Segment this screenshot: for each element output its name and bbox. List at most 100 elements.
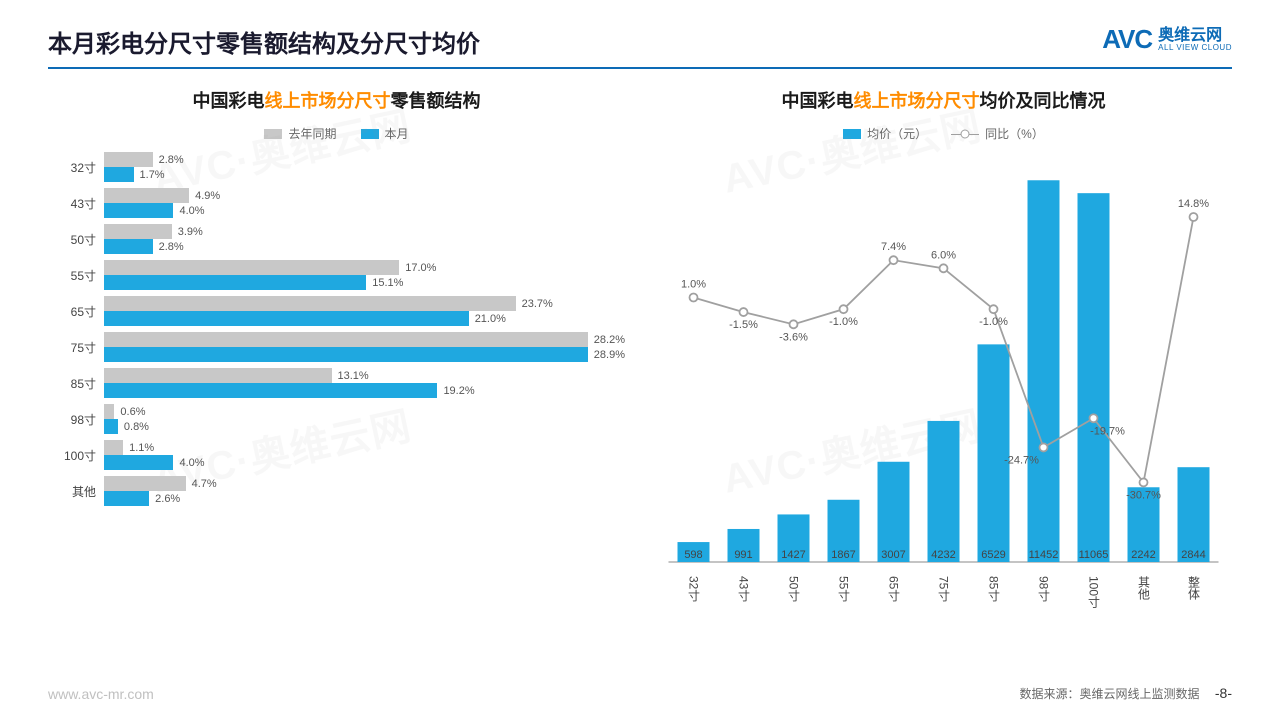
- logo: AVC 奥维云网 ALL VIEW CLOUD: [1102, 24, 1232, 55]
- swatch-gray: [264, 129, 282, 139]
- title-post: 均价及同比情况: [980, 91, 1106, 111]
- category-label: 50寸: [787, 576, 801, 601]
- hbar-bars: 2.8% 1.7%: [104, 152, 625, 182]
- legend-price: 均价（元）: [843, 125, 927, 142]
- hbar-category: 32寸: [48, 152, 104, 182]
- hbar-fill-gray: [104, 296, 516, 311]
- hbar-this-month: 21.0%: [104, 311, 625, 326]
- combo-chart: 59832寸99143寸142750寸186755寸300765寸423275寸…: [655, 152, 1232, 622]
- hbar-category: 85寸: [48, 368, 104, 398]
- hbar-fill-blue: [104, 455, 173, 470]
- yoy-marker: [690, 294, 698, 302]
- legend-last-year: 去年同期: [264, 125, 336, 142]
- category-label: 85寸: [987, 576, 1001, 601]
- price-value: 1867: [831, 549, 855, 561]
- yoy-marker: [740, 308, 748, 316]
- yoy-marker: [1140, 478, 1148, 486]
- price-value: 3007: [881, 549, 905, 561]
- yoy-value: -19.7%: [1090, 425, 1125, 437]
- hbar-this-month: 2.8%: [104, 239, 625, 254]
- hbar-value: 19.2%: [443, 385, 474, 397]
- hbar-bars: 0.6%0.8%: [104, 404, 625, 434]
- hbar-row: 65寸 23.7% 21.0%: [48, 296, 625, 326]
- legend-this-month: 本月: [361, 125, 409, 142]
- legend-yoy: 同比（%）: [951, 125, 1044, 142]
- hbar-value: 4.9%: [195, 190, 220, 202]
- hbar-last-year: 2.8%: [104, 152, 625, 167]
- price-value: 1427: [781, 549, 805, 561]
- hbar-this-month: 4.0%: [104, 203, 625, 218]
- hbar-this-month: 28.9%: [104, 347, 625, 362]
- hbar-fill-gray: [104, 404, 114, 419]
- swatch-line: [951, 128, 979, 140]
- hbar-last-year: 17.0%: [104, 260, 625, 275]
- legend-b-label: 本月: [385, 125, 409, 142]
- price-bar: [1078, 193, 1110, 562]
- price-bar: [878, 462, 910, 562]
- source-label: 数据来源：奥维云网线上监测数据: [1020, 687, 1200, 701]
- yoy-value: -3.6%: [779, 331, 808, 343]
- right-chart-title: 中国彩电线上市场分尺寸均价及同比情况: [655, 87, 1232, 113]
- hbar-last-year: 3.9%: [104, 224, 625, 239]
- hbar-row: 75寸28.2%28.9%: [48, 332, 625, 362]
- hbar-bars: 28.2%28.9%: [104, 332, 625, 362]
- hbar-last-year: 4.9%: [104, 188, 625, 203]
- hbar-bars: 4.9%4.0%: [104, 188, 625, 218]
- hbar-fill-blue: [104, 275, 366, 290]
- hbar-chart-body: 32寸2.8%1.7%43寸4.9%4.0%50寸3.9%2.8%55寸17.0…: [48, 152, 625, 506]
- title-hl: 线上市场分尺寸: [854, 91, 980, 111]
- category-label: 65寸: [887, 576, 901, 601]
- hbar-fill-blue: [104, 203, 173, 218]
- yoy-value: 7.4%: [881, 241, 906, 253]
- yoy-value: 1.0%: [681, 279, 706, 291]
- hbar-value: 21.0%: [475, 313, 506, 325]
- hbar-last-year: 1.1%: [104, 440, 625, 455]
- hbar-category: 65寸: [48, 296, 104, 326]
- price-value: 6529: [981, 549, 1005, 561]
- footer-source: 数据来源：奥维云网线上监测数据 -8-: [1020, 685, 1232, 702]
- hbar-category: 43寸: [48, 188, 104, 218]
- price-value: 2242: [1131, 549, 1155, 561]
- yoy-value: -24.7%: [1004, 454, 1039, 466]
- hbar-this-month: 4.0%: [104, 455, 625, 470]
- yoy-marker: [990, 305, 998, 313]
- hbar-fill-blue: [104, 167, 134, 182]
- title-pre: 中国彩电: [782, 91, 854, 111]
- hbar-value: 4.7%: [192, 478, 217, 490]
- category-label: 43寸: [737, 576, 751, 601]
- price-value: 2844: [1181, 549, 1205, 561]
- hbar-fill-blue: [104, 383, 437, 398]
- hbar-fill-blue: [104, 311, 469, 326]
- hbar-row: 其他4.7%2.6%: [48, 476, 625, 506]
- yoy-value: -1.0%: [829, 316, 858, 328]
- category-label: 98寸: [1037, 576, 1051, 601]
- yoy-value: 6.0%: [931, 249, 956, 261]
- left-chart-title: 中国彩电线上市场分尺寸零售额结构: [48, 87, 625, 113]
- right-chart: 中国彩电线上市场分尺寸均价及同比情况 均价（元） 同比（%） 59832寸991…: [655, 87, 1232, 622]
- hbar-fill-blue: [104, 491, 149, 506]
- category-label: 75寸: [937, 576, 951, 601]
- hbar-category: 55寸: [48, 260, 104, 290]
- hbar-value: 1.1%: [129, 442, 154, 454]
- hbar-category: 50寸: [48, 224, 104, 254]
- hbar-fill-gray: [104, 152, 153, 167]
- title-post: 零售额结构: [391, 91, 481, 111]
- logo-mark: AVC: [1102, 24, 1152, 55]
- hbar-category: 100寸: [48, 440, 104, 470]
- hbar-category: 其他: [48, 476, 104, 506]
- category-label: 其他: [1137, 576, 1151, 600]
- hbar-value: 23.7%: [522, 298, 553, 310]
- hbar-value: 0.8%: [124, 421, 149, 433]
- yoy-marker: [1040, 443, 1048, 451]
- hbar-value: 1.7%: [140, 169, 165, 181]
- hbar-last-year: 4.7%: [104, 476, 625, 491]
- left-chart: 中国彩电线上市场分尺寸零售额结构 去年同期 本月 32寸2.8%1.7%43寸4…: [48, 87, 625, 622]
- hbar-row: 43寸4.9%4.0%: [48, 188, 625, 218]
- swatch-blue: [843, 129, 861, 139]
- hbar-row: 50寸3.9%2.8%: [48, 224, 625, 254]
- hbar-value: 28.2%: [594, 334, 625, 346]
- right-legend: 均价（元） 同比（%）: [655, 125, 1232, 142]
- hbar-bars: 1.1%4.0%: [104, 440, 625, 470]
- title-pre: 中国彩电: [193, 91, 265, 111]
- hbar-last-year: 13.1%: [104, 368, 625, 383]
